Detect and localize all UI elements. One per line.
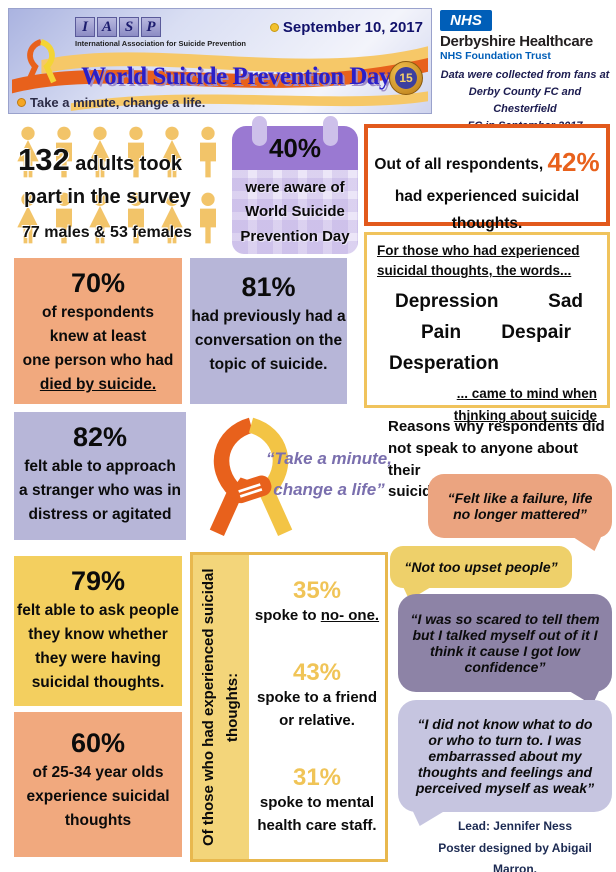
word-sad: Sad — [548, 290, 583, 312]
spoke-side-label: Of those who had experienced suicidal th… — [200, 568, 241, 846]
ribbon-quote: “Take a minute, change a life” — [266, 449, 392, 499]
page-title: World Suicide Prevention Day — [81, 63, 391, 90]
nhs-logo: NHS — [440, 10, 492, 31]
nhs-trust-block: NHS Derbyshire Healthcare NHS Foundation… — [440, 10, 610, 135]
stat-82-box: 82% felt able to approach a stranger who… — [14, 412, 186, 540]
badge-number: 15 — [395, 67, 417, 89]
iasp-letter: S — [119, 17, 139, 37]
iasp-letter: P — [141, 17, 161, 37]
stat-42-percent: 42% — [547, 147, 600, 177]
iasp-letter: I — [75, 17, 95, 37]
calendar-ring-icon — [252, 116, 267, 146]
awareness-percentage: 40% — [232, 126, 358, 170]
iasp-letter-squares: I A S P — [75, 17, 246, 37]
suicidal-thoughts-stat-box: Out of all respondents, 42% had experien… — [364, 124, 610, 232]
calendar-ring-icon — [323, 116, 338, 146]
survey-count: 132 — [18, 142, 70, 177]
bullet-dot-icon — [17, 98, 26, 107]
quote-bubble-failure: “Felt like a failure, life no longer mat… — [428, 474, 612, 538]
credit-designer: Poster designed by Abigail Marron. — [438, 840, 592, 872]
credit-lead: Lead: Jennifer Ness — [457, 819, 573, 833]
awareness-calendar: 40% were aware of World Suicide Preventi… — [232, 116, 358, 254]
nhs-trust-label: NHS Foundation Trust — [440, 50, 551, 62]
stat-60-box: 60% of 25-34 year olds experience suicid… — [14, 712, 182, 857]
stat-79-box: 79% felt able to ask people they know wh… — [14, 556, 182, 706]
spoke-item-staff: 31% spoke to mental health care staff. — [257, 764, 377, 834]
anniversary-badge: 15 — [389, 61, 423, 95]
awareness-ribbon-icon — [25, 39, 57, 84]
quote-bubble-upset: “Not too upset people” — [390, 546, 572, 588]
nhs-organisation: Derbyshire Healthcare — [440, 33, 593, 50]
spoke-stats: 35% spoke to no- one. 43% spoke to a fri… — [249, 555, 385, 859]
quote-bubble-embarrassed: “I did not know what to do or who to tur… — [398, 700, 612, 812]
event-date: September 10, 2017 — [269, 19, 423, 36]
bullet-dot-icon — [269, 23, 279, 32]
header-banner: I A S P International Association for Su… — [8, 8, 432, 114]
person-male-icon — [200, 192, 216, 244]
word-row: Desperation — [377, 353, 597, 375]
person-male-icon — [200, 126, 216, 178]
spoke-item-noone: 35% spoke to no- one. — [254, 576, 380, 624]
survey-count-line: 132 adults took — [18, 142, 182, 177]
word-pain: Pain — [421, 321, 462, 343]
words-associated-box: For those who had experienced suicidal t… — [364, 232, 610, 423]
credits: Lead: Jennifer Ness Poster designed by A… — [418, 816, 612, 872]
words-box-heading: For those who had experienced suicidal t… — [377, 243, 580, 279]
word-row: Depression Sad — [377, 291, 597, 313]
iasp-subtitle: International Association for Suicide Pr… — [75, 39, 247, 48]
spoke-item-friend: 43% spoke to a friend or relative. — [256, 659, 378, 729]
swoosh-graphic — [12, 46, 429, 112]
quote-bubble-scared: “I was so scared to tell them but I talk… — [398, 594, 612, 692]
survey-text-line: part in the survey — [24, 186, 191, 208]
spoke-to-section: Of those who had experienced suicidal th… — [190, 552, 388, 862]
word-depression: Depression — [395, 290, 499, 312]
word-row: Pain Despair — [377, 322, 597, 344]
words-box-footer: ... came to mind when thinking about sui… — [453, 385, 597, 424]
word-despair: Despair — [501, 321, 571, 343]
word-desperation: Desperation — [389, 352, 499, 374]
iasp-letter: A — [97, 17, 117, 37]
survey-gender-split: 77 males & 53 females — [22, 224, 192, 241]
stat-70-box: 70% of respondents knew at least one per… — [14, 258, 182, 404]
spoke-side-strip: Of those who had experienced suicidal th… — [193, 555, 249, 859]
awareness-text: were aware of World Suicide Prevention D… — [232, 170, 358, 254]
stat-81-box: 81% had previously had a conversation on… — [190, 258, 347, 404]
survey-participants-section: 132 adults took part in the survey 77 ma… — [8, 120, 232, 256]
tagline: Take a minute, change a life. — [17, 95, 205, 110]
iasp-logo: I A S P International Association for Su… — [75, 17, 246, 48]
